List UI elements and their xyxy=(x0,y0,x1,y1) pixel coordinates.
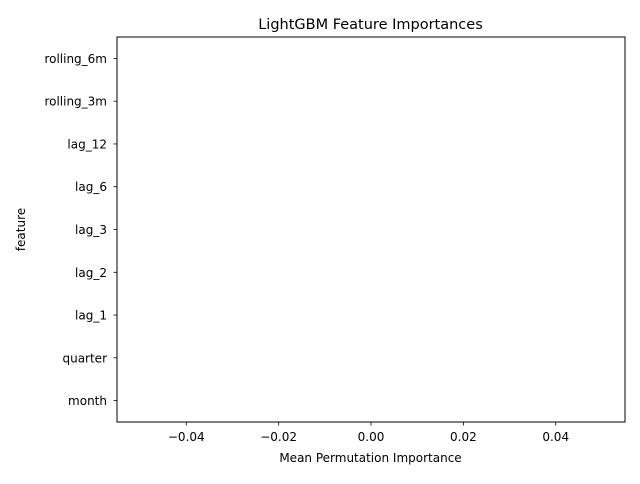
x-tick-label: 0.04 xyxy=(542,430,569,444)
y-axis: month quarter lag_1 lag_2 lag_3 lag_6 lag_12 ro… xyxy=(44,52,117,408)
plot-area xyxy=(116,36,626,423)
x-axis-label: Mean Permutation Importance xyxy=(279,451,461,465)
x-tick-label: −0.04 xyxy=(168,430,205,444)
y-tick-label: rolling_6m xyxy=(44,52,107,66)
x-tick-label: 0.00 xyxy=(358,430,385,444)
y-tick-label: lag_2 xyxy=(75,266,107,280)
y-tick-label: lag_6 xyxy=(75,180,107,194)
x-tick-label: −0.02 xyxy=(260,430,297,444)
y-tick-label: lag_12 xyxy=(67,137,107,151)
y-tick-label: lag_3 xyxy=(75,223,107,237)
y-axis-label: feature xyxy=(14,208,28,251)
y-tick-label: quarter xyxy=(62,351,107,365)
y-tick-label: rolling_3m xyxy=(44,95,107,109)
x-tick-label: 0.02 xyxy=(450,430,477,444)
y-tick-label: lag_1 xyxy=(75,309,107,323)
x-axis: −0.04 −0.02 0.00 0.02 0.04 xyxy=(168,422,569,444)
y-tick-label: month xyxy=(68,394,107,408)
chart-title: LightGBM Feature Importances xyxy=(258,17,483,33)
